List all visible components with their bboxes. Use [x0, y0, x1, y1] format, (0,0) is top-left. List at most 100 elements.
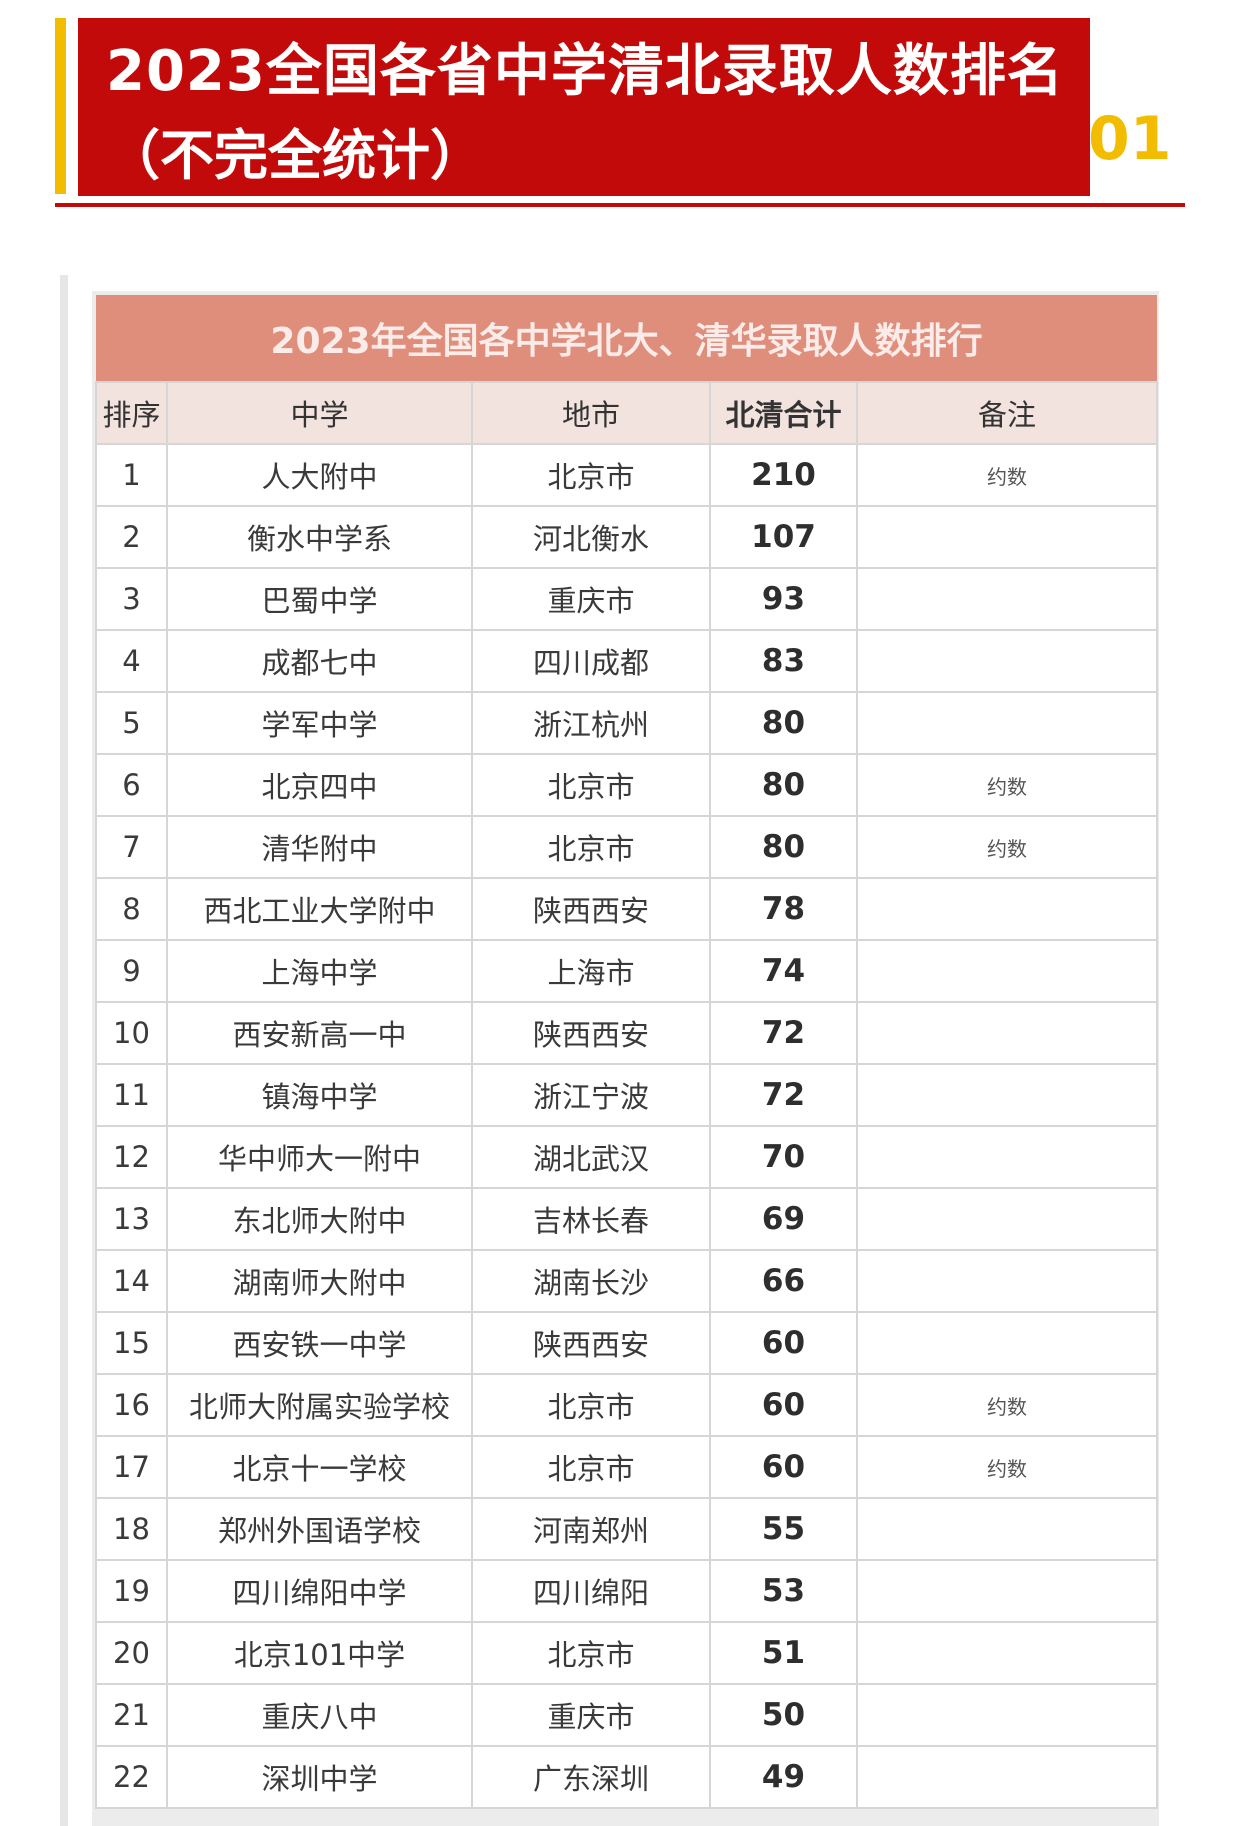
- school-cell: 北京十一学校: [166, 1435, 473, 1499]
- note-cell: [855, 1683, 1159, 1747]
- column-header-rank: 排序: [95, 381, 168, 445]
- school-cell: 东北师大附中: [166, 1187, 473, 1251]
- note-cell: [855, 1125, 1159, 1189]
- table-row: 15 西安铁一中学 陕西西安 60: [95, 1311, 1159, 1375]
- city-cell: 北京市: [471, 1373, 711, 1437]
- city-cell: 广东深圳: [471, 1745, 711, 1809]
- city-cell: 北京市: [471, 753, 711, 817]
- total-cell: 49: [709, 1745, 858, 1809]
- note-cell: [855, 1621, 1159, 1685]
- city-cell: 陕西西安: [471, 1311, 711, 1375]
- rank-cell: 17: [95, 1435, 168, 1499]
- school-cell: 成都七中: [166, 629, 473, 693]
- table-row: 3 巴蜀中学 重庆市 93: [95, 567, 1159, 631]
- note-cell: [855, 1063, 1159, 1127]
- total-cell: 80: [709, 691, 858, 755]
- left-shadow-strip: [60, 275, 68, 1826]
- table-row: 8 西北工业大学附中 陕西西安 78: [95, 877, 1159, 941]
- school-cell: 学军中学: [166, 691, 473, 755]
- note-cell: [855, 877, 1159, 941]
- total-cell: 107: [709, 505, 858, 569]
- rank-cell: 19: [95, 1559, 168, 1623]
- rank-cell: 18: [95, 1497, 168, 1561]
- page-subtitle: （不完全统计）: [106, 124, 484, 187]
- note-cell: [855, 1497, 1159, 1561]
- school-cell: 西北工业大学附中: [166, 877, 473, 941]
- city-cell: 北京市: [471, 443, 711, 507]
- school-cell: 人大附中: [166, 443, 473, 507]
- ranking-table: 2023年全国各中学北大、清华录取人数排行 排序 中学 地市 北清合计 备注 1…: [95, 295, 1159, 1809]
- total-cell: 60: [709, 1311, 858, 1375]
- total-cell: 60: [709, 1435, 858, 1499]
- note-cell: [855, 567, 1159, 631]
- column-header-school: 中学: [166, 381, 473, 445]
- total-cell: 74: [709, 939, 858, 1003]
- note-cell: [855, 1559, 1159, 1623]
- rank-cell: 21: [95, 1683, 168, 1747]
- table-row: 7 清华附中 北京市 80 约数: [95, 815, 1159, 879]
- total-cell: 55: [709, 1497, 858, 1561]
- total-cell: 53: [709, 1559, 858, 1623]
- total-cell: 66: [709, 1249, 858, 1313]
- school-cell: 北师大附属实验学校: [166, 1373, 473, 1437]
- page-title: 2023全国各省中学清北录取人数排名: [106, 39, 1064, 104]
- note-cell: 约数: [855, 443, 1159, 507]
- rank-cell: 5: [95, 691, 168, 755]
- school-cell: 北京101中学: [166, 1621, 473, 1685]
- school-cell: 四川绵阳中学: [166, 1559, 473, 1623]
- city-cell: 河北衡水: [471, 505, 711, 569]
- note-cell: [855, 629, 1159, 693]
- school-cell: 西安新高一中: [166, 1001, 473, 1065]
- city-cell: 四川绵阳: [471, 1559, 711, 1623]
- table-row: 4 成都七中 四川成都 83: [95, 629, 1159, 693]
- rank-cell: 13: [95, 1187, 168, 1251]
- header-divider: [55, 203, 1185, 207]
- total-cell: 60: [709, 1373, 858, 1437]
- table-row: 17 北京十一学校 北京市 60 约数: [95, 1435, 1159, 1499]
- rank-cell: 10: [95, 1001, 168, 1065]
- city-cell: 河南郑州: [471, 1497, 711, 1561]
- city-cell: 重庆市: [471, 567, 711, 631]
- rank-cell: 2: [95, 505, 168, 569]
- note-cell: 约数: [855, 815, 1159, 879]
- section-number: 01: [1088, 104, 1172, 174]
- city-cell: 吉林长春: [471, 1187, 711, 1251]
- note-cell: [855, 1187, 1159, 1251]
- school-cell: 巴蜀中学: [166, 567, 473, 631]
- note-cell: 约数: [855, 753, 1159, 817]
- header-accent-bar: [55, 18, 66, 194]
- table-row: 18 郑州外国语学校 河南郑州 55: [95, 1497, 1159, 1561]
- table-row: 13 东北师大附中 吉林长春 69: [95, 1187, 1159, 1251]
- note-cell: [855, 691, 1159, 755]
- city-cell: 上海市: [471, 939, 711, 1003]
- table-row: 10 西安新高一中 陕西西安 72: [95, 1001, 1159, 1065]
- note-cell: 约数: [855, 1435, 1159, 1499]
- table-row: 6 北京四中 北京市 80 约数: [95, 753, 1159, 817]
- rank-cell: 7: [95, 815, 168, 879]
- column-header-city: 地市: [471, 381, 711, 445]
- rank-cell: 6: [95, 753, 168, 817]
- school-cell: 北京四中: [166, 753, 473, 817]
- note-cell: [855, 1745, 1159, 1809]
- note-cell: 约数: [855, 1373, 1159, 1437]
- table-row: 12 华中师大一附中 湖北武汉 70: [95, 1125, 1159, 1189]
- table-row: 5 学军中学 浙江杭州 80: [95, 691, 1159, 755]
- city-cell: 湖北武汉: [471, 1125, 711, 1189]
- city-cell: 湖南长沙: [471, 1249, 711, 1313]
- rank-cell: 14: [95, 1249, 168, 1313]
- city-cell: 陕西西安: [471, 877, 711, 941]
- school-cell: 镇海中学: [166, 1063, 473, 1127]
- total-cell: 80: [709, 815, 858, 879]
- column-header-note: 备注: [855, 381, 1159, 445]
- city-cell: 陕西西安: [471, 1001, 711, 1065]
- total-cell: 93: [709, 567, 858, 631]
- city-cell: 浙江杭州: [471, 691, 711, 755]
- note-cell: [855, 505, 1159, 569]
- header-banner: 2023全国各省中学清北录取人数排名 （不完全统计）: [78, 18, 1090, 196]
- total-cell: 72: [709, 1001, 858, 1065]
- school-cell: 衡水中学系: [166, 505, 473, 569]
- total-cell: 69: [709, 1187, 858, 1251]
- total-cell: 83: [709, 629, 858, 693]
- city-cell: 四川成都: [471, 629, 711, 693]
- total-cell: 51: [709, 1621, 858, 1685]
